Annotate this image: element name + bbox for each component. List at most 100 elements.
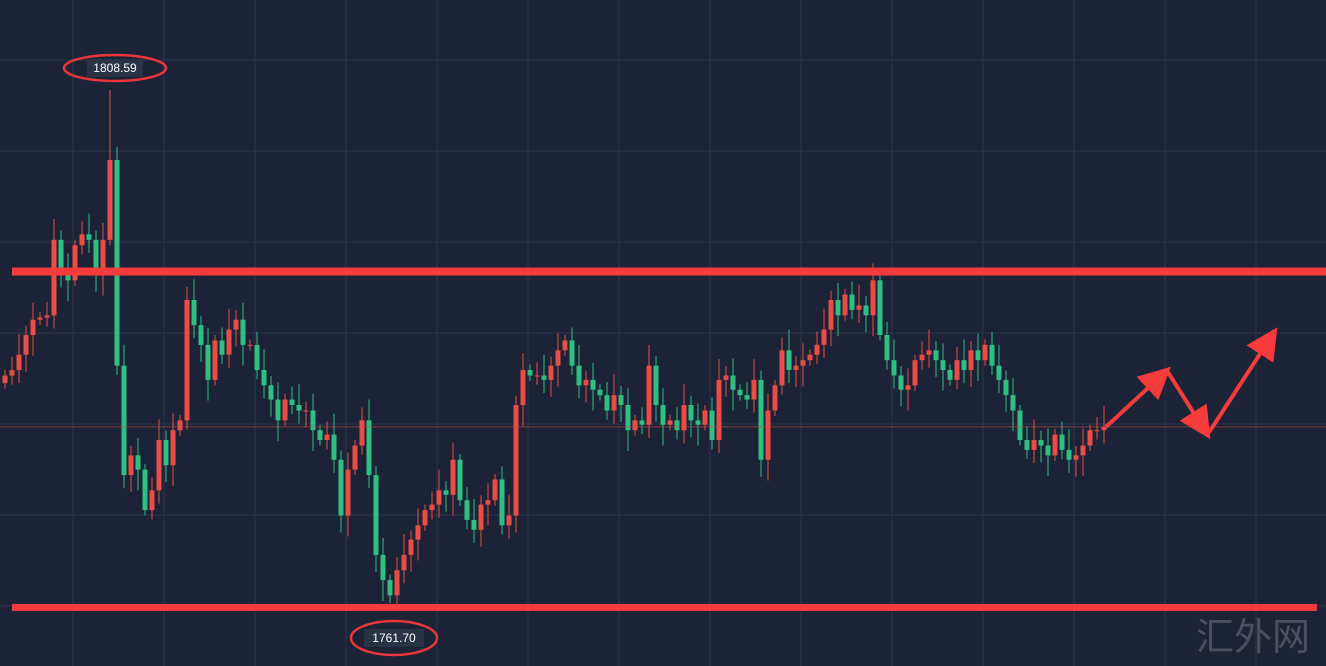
candle-body	[709, 410, 715, 441]
candle-body	[233, 319, 239, 330]
candle-body	[2, 375, 8, 384]
candle-body	[1094, 430, 1100, 432]
candle-body	[408, 539, 414, 555]
candle-body	[317, 430, 323, 441]
candle-body	[863, 305, 869, 316]
watermark: 汇外网	[1196, 615, 1310, 659]
resistance-line	[12, 267, 1326, 276]
candle-body	[1066, 449, 1072, 460]
candle-body	[16, 354, 22, 371]
swing-high-label: 1808.59	[93, 61, 137, 75]
candle-body	[58, 239, 64, 271]
candle-body	[170, 430, 176, 466]
candle-body	[730, 375, 736, 390]
candle-body	[674, 420, 680, 431]
candle-body	[576, 365, 582, 386]
candle-body	[219, 340, 225, 355]
candle-body	[933, 350, 939, 361]
candle-body	[583, 379, 589, 386]
candle-body	[856, 305, 862, 310]
candle-body	[884, 335, 890, 361]
candle-body	[23, 335, 29, 355]
candle-body	[597, 389, 603, 396]
candle-body	[821, 329, 827, 345]
candle-body	[737, 389, 743, 396]
candle-body	[534, 375, 540, 377]
candle-body	[303, 410, 309, 412]
candle-body	[1073, 455, 1079, 460]
candle-body	[800, 360, 806, 366]
candle-body	[590, 379, 596, 390]
candle-body	[639, 420, 645, 425]
candle-body	[247, 344, 253, 346]
candle-body	[772, 385, 778, 411]
candle-body	[310, 410, 316, 431]
candle-body	[394, 570, 400, 596]
candle-body	[807, 354, 813, 361]
candle-body	[450, 459, 456, 495]
candle-body	[387, 580, 393, 596]
candle-body	[751, 379, 757, 400]
candle-body	[870, 280, 876, 316]
candle-body	[366, 420, 372, 476]
candle-body	[632, 420, 638, 431]
swing-high-annotation: 1808.59	[62, 53, 168, 83]
candle-body	[485, 500, 491, 505]
candle-body	[338, 459, 344, 516]
candle-body	[989, 344, 995, 366]
candle-body	[478, 504, 484, 530]
candle-body	[324, 434, 330, 441]
candle-body	[975, 350, 981, 361]
candle-body	[198, 325, 204, 345]
candle-body	[1003, 379, 1009, 396]
candle-body	[415, 525, 421, 540]
projection-arrow	[1207, 327, 1278, 434]
candle-body	[996, 365, 1002, 380]
candle-body	[44, 315, 50, 318]
candle-body	[877, 280, 883, 336]
candle-body	[947, 370, 953, 380]
candle-body	[891, 360, 897, 376]
candle-body	[1017, 410, 1023, 441]
candle-body	[1080, 445, 1086, 456]
candle-body	[569, 340, 575, 366]
candle-body	[919, 354, 925, 361]
candle-body	[961, 360, 967, 371]
support-line	[12, 603, 1317, 611]
candle-body	[226, 329, 232, 355]
projection-arrow	[1104, 366, 1171, 429]
candle-body	[562, 340, 568, 351]
candle-body	[373, 475, 379, 555]
swing-low-label: 1761.70	[372, 631, 416, 645]
candle-body	[548, 365, 554, 380]
candle-body	[520, 370, 526, 406]
candle-body	[86, 234, 92, 240]
candle-body	[443, 490, 449, 495]
candle-body	[149, 490, 155, 511]
candle-body	[177, 420, 183, 431]
candle-body	[1052, 434, 1058, 456]
candle-body	[289, 399, 295, 406]
candle-body	[436, 490, 442, 505]
candle-body	[1024, 440, 1030, 450]
projection-arrow	[1166, 371, 1211, 440]
candle-body	[660, 405, 666, 425]
candle-body	[758, 379, 764, 460]
candle-body	[688, 405, 694, 421]
candle-body	[261, 370, 267, 386]
candle-body	[471, 519, 477, 530]
candle-body	[79, 234, 85, 246]
candle-body	[926, 350, 932, 355]
candle-body	[254, 344, 260, 371]
candle-body	[905, 385, 911, 390]
candle-body	[72, 245, 78, 281]
candle-body	[1101, 426, 1107, 431]
candle-body	[828, 300, 834, 330]
candle-body	[814, 344, 820, 355]
candle-body	[492, 479, 498, 501]
candle-body	[653, 365, 659, 406]
candle-body	[114, 159, 120, 366]
candle-body	[464, 500, 470, 520]
candle-body	[1045, 445, 1051, 456]
